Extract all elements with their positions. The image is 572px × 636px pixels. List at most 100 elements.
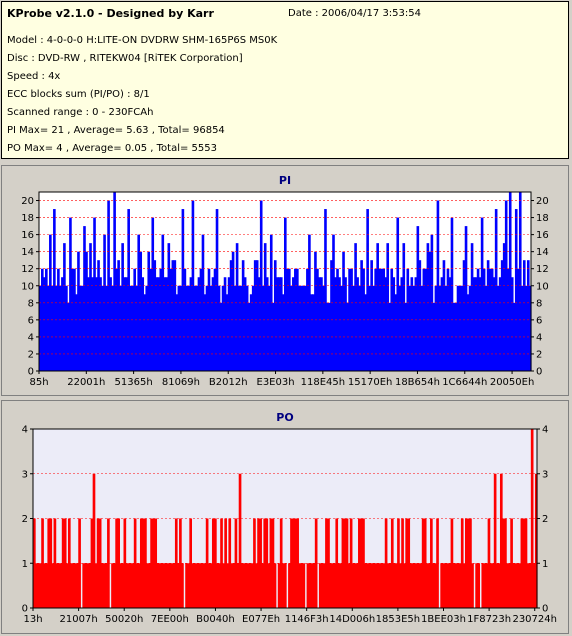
bar [65,285,68,371]
bar [195,285,199,371]
bar [354,243,357,371]
x-tick-label: 85h [29,377,48,388]
x-tick-label: 118E45h [301,377,345,388]
bar [281,294,285,371]
bar [444,285,448,371]
bar [170,563,174,608]
bar [141,277,145,371]
bar [35,563,38,608]
bar [440,563,443,608]
bar [484,285,488,371]
bar [78,518,81,608]
bar [522,518,526,608]
bar [179,518,182,608]
bar [434,285,438,371]
bar [528,285,532,371]
bar [476,268,480,371]
bar [283,563,287,608]
bar [251,563,254,608]
bar [358,518,361,608]
pi-chart: PI 0 0 2 2 4 4 6 6 8 8 10 10 12 12 14 14 16 16 18 18 20 20 85h 2… [21,174,549,388]
bar [125,563,129,608]
x-tick-label: 81069h [162,377,200,388]
bar [154,518,158,608]
bar [487,518,491,608]
model-line: Model : 4-0-0-0 H:LITE-ON DVDRW SHM-165P… [7,35,278,46]
bar [392,277,396,371]
bar [105,563,108,608]
y-tick-label-left: 12 [21,264,34,275]
bar [434,563,437,608]
bar [516,268,520,371]
bar [408,285,412,371]
bar [419,563,423,608]
bar [508,563,511,608]
bar [502,518,505,608]
bar [468,285,472,371]
bar [514,209,518,371]
bar [292,277,295,371]
po-chart: PO 0 0 1 1 2 2 3 3 4 4 13h 21007h 50020h 7EE00h B0040h E… [22,411,557,625]
bar [230,563,234,608]
bar [427,563,431,608]
bar [310,563,314,608]
bar [85,251,88,371]
bar [526,563,530,608]
x-tick-label: 51365h [115,377,153,388]
bar [376,563,380,608]
bar [323,563,326,608]
bar [489,563,493,608]
bar [70,563,73,608]
bar [414,277,418,371]
bar [336,268,339,371]
bar [393,563,396,608]
bar [61,277,64,371]
bar [344,277,347,371]
bar [267,563,271,608]
bar [318,277,321,371]
bar [452,563,456,608]
bar [81,285,84,371]
bar [97,260,100,371]
bar [458,285,462,371]
bar [271,302,275,371]
bar [55,285,58,371]
bar [448,277,452,371]
bar [131,563,135,608]
bar [59,563,63,608]
bar [119,285,122,371]
bar [73,268,76,371]
x-tick-label: 21007h [60,614,98,625]
bar [424,268,428,371]
bar [102,563,106,608]
bar [386,243,390,371]
y-tick-label-right: 2 [542,514,548,525]
y-tick-label-left: 3 [22,469,28,480]
bar [386,563,390,608]
bar [181,209,185,371]
bar [471,563,474,608]
bar [111,285,114,371]
bar [415,563,419,608]
bar [480,217,484,371]
bar [302,563,306,608]
bar [55,563,59,608]
bar [173,260,177,371]
range-line: Scanned range : 0 - 230FCAh [7,107,154,118]
bar [241,260,245,371]
bar [394,294,398,371]
bar [207,563,211,608]
y-tick-label-right: 12 [536,264,549,275]
bar [273,260,277,371]
bar [444,563,448,608]
bar [149,268,153,371]
bar [167,243,171,371]
bar [512,563,515,608]
bar [121,563,125,608]
bar [277,563,281,608]
x-tick-label: 14D006h [329,614,375,625]
bar [267,285,271,371]
bar [362,518,365,608]
bar [314,251,317,371]
bar [82,563,86,608]
